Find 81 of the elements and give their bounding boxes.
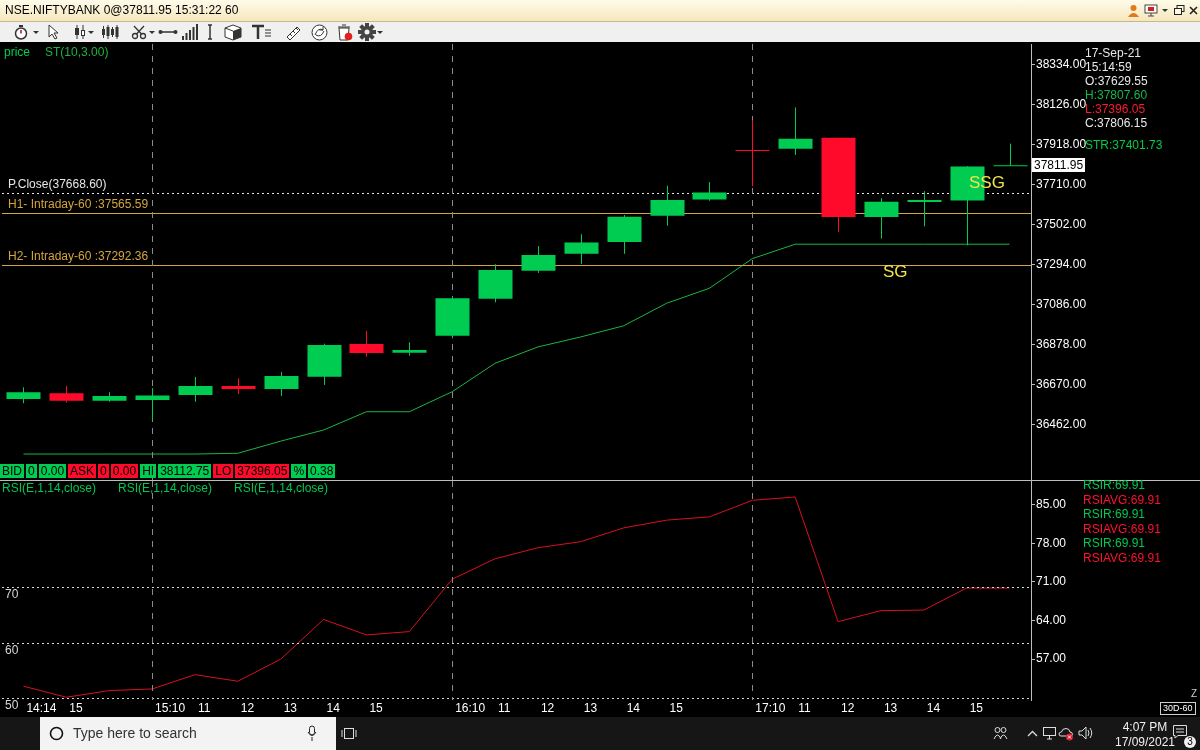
x-tick-label: 14 <box>626 700 641 715</box>
text: 37811.95 <box>1032 158 1086 172</box>
annotation: 0.38 <box>308 464 336 478</box>
x-tick-label: 15 <box>669 700 684 715</box>
text: RSIR:69.91 <box>1083 478 1146 492</box>
text: C:37806.15 <box>1085 116 1148 130</box>
x-tick-label: 14:14 <box>26 700 57 715</box>
x-tick-label: 16:10 <box>455 700 486 715</box>
text: RSIAVG:69.91 <box>1083 522 1161 536</box>
text: 17-Sep-21 <box>1085 46 1142 60</box>
y-tick-label: 37502.00 <box>1036 217 1087 232</box>
annotation: BID <box>0 464 25 478</box>
x-tick-label: 14 <box>326 700 341 715</box>
x-tick-label: 13 <box>883 700 898 715</box>
ref-line-label: 50 <box>5 697 19 712</box>
y-tick-label: 37918.00 <box>1036 137 1087 152</box>
annotation: 37396.05 <box>235 464 290 478</box>
annotation: 0.00 <box>110 464 139 478</box>
text: STR:37401.73 <box>1085 138 1163 152</box>
x-tick-label: 15 <box>369 700 384 715</box>
ref-line-label: 70 <box>5 586 19 601</box>
y-tick-label: 36462.00 <box>1036 417 1087 432</box>
candlestick <box>178 376 213 403</box>
annotation: ASK <box>68 464 97 478</box>
candlestick <box>907 190 942 227</box>
y-tick-label: 38334.00 <box>1036 57 1087 72</box>
candlestick <box>135 387 170 421</box>
x-tick-label: 17:10 <box>755 700 786 715</box>
y-tick-label: 64.00 <box>1036 612 1067 627</box>
text: Z <box>1191 688 1198 699</box>
x-tick-label: 14 <box>926 700 941 715</box>
x-tick-label: 13 <box>583 700 598 715</box>
text: RSIAVG:69.91 <box>1083 493 1161 507</box>
x-tick-label: 12 <box>540 700 555 715</box>
text: ST(10,3.00) <box>45 45 109 59</box>
x-tick-label: 15 <box>69 700 83 715</box>
annotation: 0 <box>98 464 109 478</box>
annotation: % <box>291 464 307 478</box>
chart-title: NSE.NIFTYBANK 0@37811.95 15:31:22 60 <box>5 3 239 17</box>
y-tick-label: 85.00 <box>1036 497 1067 512</box>
ref-line-label: H2- Intraday-60 :37292.36 <box>8 248 149 263</box>
annotation: LO <box>213 464 234 478</box>
x-tick-label: 11 <box>798 700 811 715</box>
ref-line-label: H1- Intraday-60 :37565.59 <box>8 196 149 211</box>
annotation: RSI(E,1,14,close) <box>2 481 97 495</box>
text: H:37807.60 <box>1085 88 1148 102</box>
x-tick-label: 12 <box>841 700 855 715</box>
taskbar: Type here to search 4:07 PM 17/09/2021 3 <box>0 717 1200 750</box>
y-tick-label: 37710.00 <box>1036 177 1087 192</box>
x-tick-label: 11 <box>498 700 511 715</box>
text: L:37396.05 <box>1085 102 1146 116</box>
text: 30D-60 <box>1160 702 1196 715</box>
annotation: 0.00 <box>38 464 67 478</box>
annotation: SG <box>883 262 908 281</box>
x-tick-label: 12 <box>240 700 255 715</box>
candlestick <box>735 119 770 187</box>
text: RSIR:69.91 <box>1083 536 1146 550</box>
ref-line-label: P.Close(37668.60) <box>8 176 107 191</box>
ref-line-label: 60 <box>5 642 19 657</box>
annotation: RSI(E,1,14,close) <box>118 481 213 495</box>
y-tick-label: 36878.00 <box>1036 337 1087 352</box>
x-tick-label: 15:10 <box>155 700 186 715</box>
x-tick-label: 15 <box>969 700 984 715</box>
text: O:37629.55 <box>1085 74 1148 88</box>
annotation: 38112.75 <box>158 464 212 478</box>
x-tick-label: 11 <box>197 700 211 715</box>
y-tick-label: 71.00 <box>1036 574 1067 589</box>
annotation: RSI(E,1,14,close) <box>234 481 329 495</box>
x-tick-label: 13 <box>283 700 298 715</box>
y-tick-label: 57.00 <box>1036 651 1067 666</box>
annotation: 0 <box>26 464 37 478</box>
text: RSIR:69.91 <box>1083 507 1146 521</box>
y-tick-label: 37086.00 <box>1036 297 1087 312</box>
candlestick <box>993 143 1028 167</box>
y-tick-label: 36670.00 <box>1036 377 1087 392</box>
text: 15:14:59 <box>1085 60 1132 74</box>
y-tick-label: 37294.00 <box>1036 257 1087 272</box>
text: price <box>4 45 31 59</box>
y-tick-label: 78.00 <box>1036 535 1067 550</box>
annotation: HI <box>140 464 157 478</box>
text: RSIAVG:69.91 <box>1083 551 1161 565</box>
